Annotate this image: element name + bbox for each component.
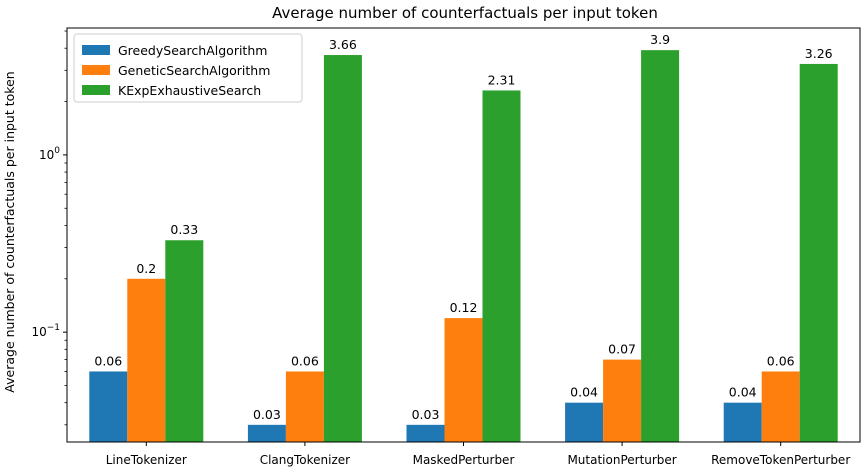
bar-MaskedPerturber-GeneticSearchAlgorithm: [444, 318, 483, 442]
y-tick-label: 10−1: [31, 323, 60, 339]
bar-value-label: 0.03: [253, 407, 281, 422]
bar-value-label: 3.26: [805, 46, 833, 61]
bars-group: [89, 50, 838, 443]
legend-entry: GeneticSearchAlgorithm: [118, 63, 270, 78]
bar-LineTokenizer-GreedySearchAlgorithm: [89, 371, 128, 442]
chart-title: Average number of counterfactuals per in…: [272, 4, 658, 22]
legend-swatch: [82, 85, 110, 95]
x-tick-label: RemoveTokenPerturber: [711, 453, 850, 467]
bar-labels-group: 0.06 0.2 0.33 0.03 0.06 3.66 0.03 0.12 2.31 0.04 0…: [94, 32, 832, 422]
bar-value-label: 0.07: [608, 342, 636, 357]
legend-entry: GreedySearchAlgorithm: [118, 43, 267, 58]
bar-value-label: 0.2: [136, 261, 156, 276]
bar-RemoveTokenPerturber-GreedySearchAlgorithm: [723, 402, 762, 442]
x-tick-label: LineTokenizer: [106, 453, 187, 467]
y-axis-label: Average number of counterfactuals per in…: [2, 71, 17, 392]
bar-value-label: 0.06: [94, 353, 122, 368]
bar-MutationPerturber-KExpExhaustiveSearch: [641, 50, 680, 442]
bar-RemoveTokenPerturber-GeneticSearchAlgorithm: [761, 371, 800, 442]
legend-swatch: [82, 65, 110, 75]
bar-value-label: 0.06: [767, 353, 795, 368]
bar-LineTokenizer-GeneticSearchAlgorithm: [127, 278, 166, 442]
bar-value-label: 2.31: [488, 72, 516, 87]
x-tick-label: MaskedPerturber: [413, 453, 515, 467]
legend: GreedySearchAlgorithm GeneticSearchAlgori…: [73, 33, 303, 103]
y-axis-ticks: 10−1 100: [31, 30, 67, 426]
bar-RemoveTokenPerturber-KExpExhaustiveSearch: [799, 63, 838, 443]
bar-ClangTokenizer-GeneticSearchAlgorithm: [285, 371, 324, 442]
bar-MaskedPerturber-KExpExhaustiveSearch: [482, 90, 521, 442]
bar-value-label: 3.9: [650, 32, 670, 47]
bar-ClangTokenizer-KExpExhaustiveSearch: [323, 55, 362, 442]
x-tick-label: ClangTokenizer: [260, 453, 350, 467]
bar-value-label: 0.03: [412, 407, 440, 422]
bar-MutationPerturber-GreedySearchAlgorithm: [565, 402, 604, 442]
bar-value-label: 0.06: [291, 353, 319, 368]
bar-ClangTokenizer-GreedySearchAlgorithm: [247, 424, 286, 442]
bar-value-label: 0.12: [450, 300, 478, 315]
bar-value-label: 0.33: [170, 222, 198, 237]
legend-box: [73, 33, 303, 103]
y-tick-label: 100: [39, 146, 60, 162]
bar-value-label: 0.04: [570, 385, 598, 400]
legend-swatch: [82, 45, 110, 55]
bar-value-label: 0.04: [729, 385, 757, 400]
bar-MutationPerturber-GeneticSearchAlgorithm: [603, 359, 642, 442]
plot-frame: [66, 27, 861, 443]
bar-LineTokenizer-KExpExhaustiveSearch: [165, 240, 204, 442]
bar-value-label: 3.66: [329, 37, 357, 52]
x-axis-ticks: LineTokenizer ClangTokenizer MaskedPerturb…: [106, 442, 850, 467]
x-tick-label: MutationPerturber: [567, 453, 676, 467]
bar-MaskedPerturber-GreedySearchAlgorithm: [406, 424, 445, 442]
legend-entry: KExpExhaustiveSearch: [118, 83, 261, 98]
